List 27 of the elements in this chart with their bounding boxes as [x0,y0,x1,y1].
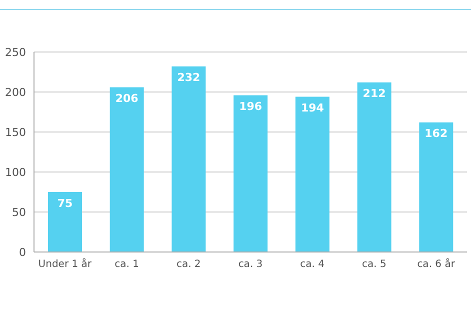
data-label: 75 [57,196,73,210]
y-tick-label: 150 [5,126,26,139]
x-tick-label: ca. 1 [114,259,139,270]
y-tick-label: 200 [5,86,26,99]
bar [357,82,392,252]
data-label: 162 [424,127,448,140]
x-tick-label: ca. 2 [176,259,201,270]
data-label: 206 [115,92,139,106]
y-tick-label: 0 [19,246,26,259]
bar [110,87,144,252]
data-label: 212 [362,87,386,100]
bar [419,122,454,252]
x-tick-label: Under 1 år [38,258,92,270]
bar [48,192,82,252]
data-label: 196 [239,100,262,114]
data-label: 232 [177,71,200,84]
data-label: 194 [300,102,324,115]
x-tick-label: ca. 4 [300,259,325,270]
x-tick-label: ca. 5 [362,259,386,270]
x-tick-label: ca. 3 [238,259,263,270]
x-tick-label: ca. 6 år [417,258,456,270]
bar [172,66,206,252]
y-tick-label: 50 [12,206,26,219]
y-tick-label: 100 [5,166,26,179]
bar [295,96,330,252]
bar [234,95,268,252]
y-tick-label: 250 [5,46,26,59]
